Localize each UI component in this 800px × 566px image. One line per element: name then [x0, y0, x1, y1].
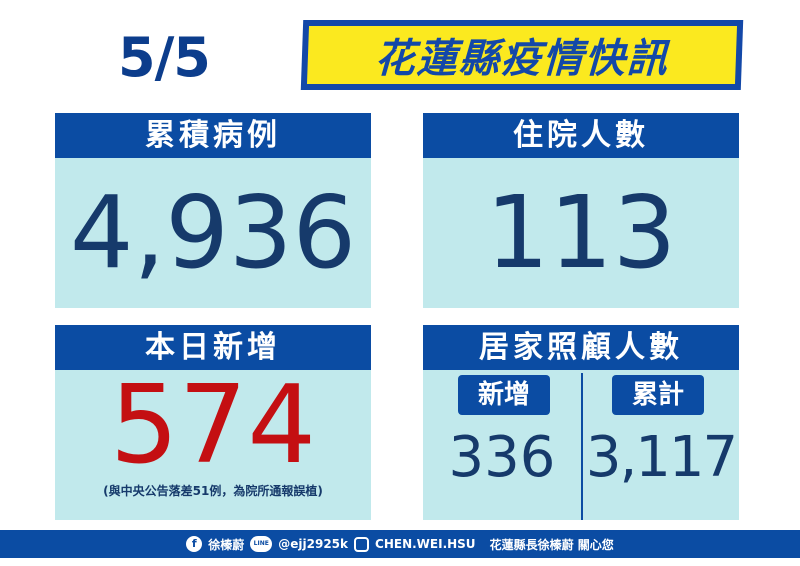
home-care-total-value: 3,117: [585, 425, 738, 490]
total-badge: 累計: [612, 375, 704, 415]
hospitalized-value: 113: [485, 174, 677, 291]
cumulative-cases-panel: 累積病例 4,936: [55, 113, 371, 308]
discrepancy-note: (與中央公告落差51例，為院所通報誤植): [103, 484, 323, 498]
today-new-panel: 本日新增 574 (與中央公告落差51例，為院所通報誤植): [55, 325, 371, 520]
facebook-icon: f: [186, 536, 203, 552]
panel-header: 居家照顧人數: [423, 325, 739, 370]
date-label: 5/5: [118, 26, 211, 89]
panel-header: 住院人數: [423, 113, 739, 158]
new-badge: 新增: [458, 375, 550, 415]
instagram-handle: CHEN.WEI.HSU: [375, 537, 476, 551]
home-care-new-value: 336: [448, 425, 556, 490]
hospitalized-panel: 住院人數 113: [423, 113, 739, 308]
today-new-value: 574: [109, 363, 317, 488]
footer-message: 花蓮縣長徐榛蔚 關心您: [489, 537, 614, 552]
instagram-icon: [354, 536, 370, 552]
panel-header: 累積病例: [55, 113, 371, 158]
home-care-panel: 居家照顧人數 新增 累計 336 3,117: [423, 325, 739, 520]
line-icon: LINE: [250, 536, 273, 552]
line-id: @ejj2925k: [278, 537, 349, 551]
facebook-name: 徐榛蔚: [208, 537, 245, 552]
banner-title: 花蓮縣疫情快訊: [306, 26, 738, 84]
footer: f 徐榛蔚 LINE @ejj2925k CHEN.WEI.HSU 花蓮縣長徐榛…: [0, 530, 800, 558]
cumulative-cases-value: 4,936: [69, 174, 357, 291]
divider: [581, 373, 583, 520]
title-banner: 花蓮縣疫情快訊: [300, 20, 744, 90]
panel-header: 本日新增: [55, 325, 371, 370]
